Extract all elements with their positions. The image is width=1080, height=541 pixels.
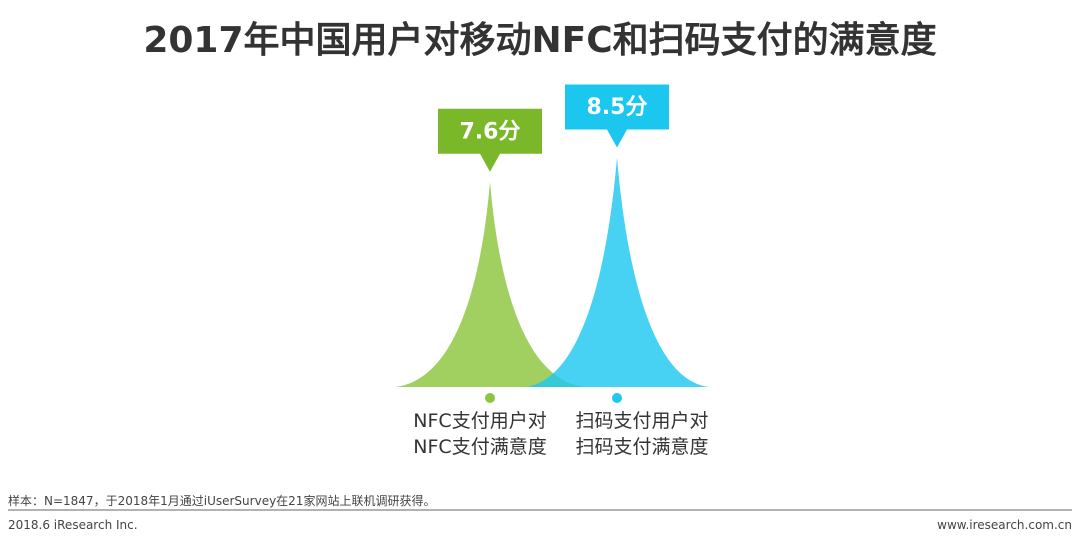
category-label: 扫码支付用户对 扫码支付满意度 <box>575 410 709 458</box>
value-label: 7.6分 <box>460 119 521 144</box>
spike <box>395 181 585 387</box>
base-dot <box>485 393 495 403</box>
source: 2018.6 iResearch Inc. <box>8 518 138 532</box>
base-dot <box>612 393 622 403</box>
value-label-box <box>565 84 669 148</box>
chart-title: 2017年中国用户对移动NFC和扫码支付的满意度 <box>143 20 936 61</box>
value-label-box <box>438 108 542 172</box>
category-label: NFC支付用户对 NFC支付满意度 <box>413 410 547 458</box>
website: www.iresearch.com.cn <box>937 518 1072 532</box>
value-label: 8.5分 <box>587 95 648 120</box>
note: 样本：N=1847，于2018年1月通过iUserSurvey在21家网站上联机… <box>8 494 436 508</box>
spike <box>525 157 709 387</box>
